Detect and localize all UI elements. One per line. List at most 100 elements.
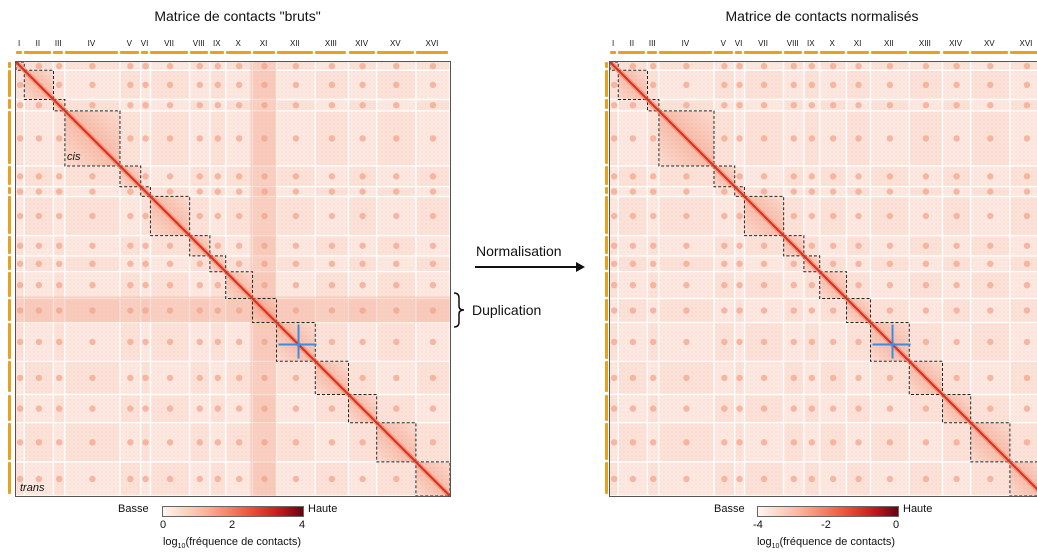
centromere-contact	[886, 188, 894, 195]
centromere-contact	[142, 212, 149, 220]
centromere-contact	[142, 374, 149, 382]
centromere-contact	[328, 281, 336, 289]
centromere-contact	[16, 439, 24, 446]
chromosome-bar	[53, 51, 63, 54]
chromosome-bar	[24, 51, 52, 54]
centromere-contact	[683, 475, 690, 483]
centromere-contact	[629, 212, 637, 220]
centromere-contact	[429, 338, 437, 346]
centromere-contact	[922, 81, 930, 89]
centromere-contact	[790, 173, 797, 180]
centromere-contact	[214, 338, 222, 346]
chromosome-label: VI	[140, 39, 149, 48]
centromere-contact	[790, 405, 797, 412]
centromere-contact	[429, 188, 437, 195]
colorbar-tick: -2	[821, 519, 831, 531]
chromosome-bar-vertical	[605, 196, 608, 234]
centromere-contact	[829, 62, 837, 70]
centromere-contact	[35, 212, 43, 220]
chromosome-label: VIII	[192, 39, 205, 48]
centromere-contact	[35, 242, 43, 249]
centromere-contact	[886, 281, 894, 289]
centromere-contact	[610, 242, 618, 249]
cis-block-outline	[209, 255, 227, 273]
chromosome-bar-vertical	[8, 361, 11, 393]
chromosome-bar	[610, 51, 617, 54]
centromere-contact	[629, 405, 637, 412]
centromere-contact	[235, 81, 243, 89]
centromere-contact	[649, 405, 657, 412]
centromere-contact	[649, 439, 657, 446]
centromere-contact	[987, 475, 994, 483]
centromere-contact	[261, 242, 268, 249]
centromere-contact	[649, 338, 657, 346]
centromere-contact	[1023, 173, 1031, 180]
centromere-contact	[855, 405, 862, 412]
centromere-contact	[292, 307, 300, 314]
centromere-contact	[429, 405, 437, 412]
chromosome-label: IX	[213, 39, 221, 48]
chromosome-bar	[713, 51, 733, 54]
centromere-contact	[393, 405, 400, 412]
centromere-contact	[142, 135, 149, 142]
chromosome-label: XII	[884, 39, 894, 48]
centromere-contact	[736, 374, 743, 382]
centromere-contact	[359, 439, 366, 446]
centromere-contact	[166, 405, 174, 412]
centromere-contact	[987, 242, 994, 249]
centromere-contact	[166, 62, 174, 70]
centromere-contact	[808, 62, 816, 70]
colorbar-tick: 4	[298, 519, 306, 531]
centromere-contact	[808, 173, 816, 180]
chromosome-bar-vertical	[8, 110, 11, 164]
centromere-contact	[359, 101, 366, 109]
centromere-contact	[429, 439, 437, 446]
centromere-contact	[683, 405, 690, 412]
centromere-contact	[35, 307, 43, 314]
centromere-contact	[808, 338, 816, 346]
centromere-contact	[328, 135, 336, 142]
centromere-contact	[760, 101, 768, 109]
centromere-contact	[886, 374, 894, 382]
centromere-contact	[235, 62, 243, 70]
centromere-contact	[393, 307, 400, 314]
centromere-contact	[261, 338, 268, 346]
centromere-contact	[292, 135, 300, 142]
centromere-contact	[649, 281, 657, 289]
centromere-contact	[683, 101, 690, 109]
centromere-contact	[127, 188, 134, 195]
centromere-contact	[142, 260, 149, 268]
centromere-contact	[261, 188, 268, 195]
centromere-contact	[261, 101, 268, 109]
centromere-contact	[922, 307, 930, 314]
chromosome-bar	[819, 51, 845, 54]
normalised-matrix-heatmap	[610, 62, 1037, 496]
centromere-contact	[829, 475, 837, 483]
duplication-stripe	[250, 62, 277, 496]
centromere-contact	[808, 135, 816, 142]
chromosome-bar-vertical	[605, 255, 608, 270]
chromosome-bar-vertical	[8, 255, 11, 270]
centromere-contact	[16, 188, 24, 195]
chromosome-bar	[647, 51, 657, 54]
centromere-contact	[922, 242, 930, 249]
centromere-contact	[89, 475, 96, 483]
chromosome-label: XII	[290, 39, 300, 48]
centromere-contact	[736, 62, 743, 70]
centromere-contact	[760, 242, 768, 249]
centromere-contact	[235, 475, 243, 483]
centromere-contact	[610, 173, 618, 180]
chromosome-label: XIV	[355, 39, 369, 48]
centromere-contact	[89, 307, 96, 314]
legend-high-label: Haute	[903, 503, 933, 515]
centromere-contact	[261, 62, 268, 70]
centromere-contact	[55, 338, 63, 346]
centromere-contact	[886, 212, 894, 220]
centromere-contact	[808, 188, 816, 195]
centromere-contact	[292, 101, 300, 109]
centromere-contact	[953, 188, 960, 195]
chromosome-bar-vertical	[605, 298, 608, 321]
centromere-contact	[829, 260, 837, 268]
centromere-contact	[855, 439, 862, 446]
chromosome-bar	[119, 51, 139, 54]
